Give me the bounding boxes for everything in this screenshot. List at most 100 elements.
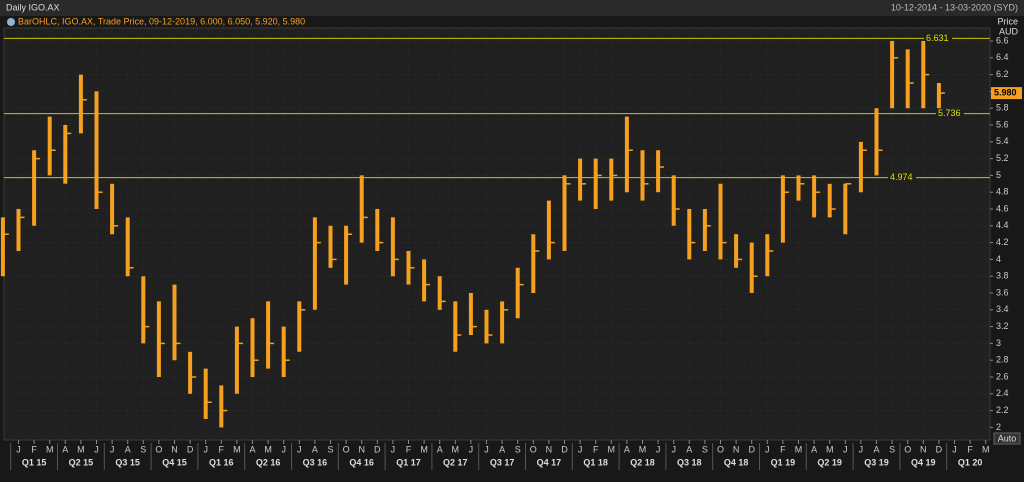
auto-button[interactable] xyxy=(993,432,1021,445)
last-price-tag xyxy=(991,87,1022,100)
x-tick-label: N xyxy=(920,444,927,454)
y-tick-label: 2.6 xyxy=(996,371,1009,381)
x-tick-label: J xyxy=(843,444,848,454)
level-label-bg xyxy=(924,33,952,44)
x-tick-label: J xyxy=(859,444,864,454)
y-tick-label: 4.6 xyxy=(996,203,1009,213)
y-tick-label: 3.8 xyxy=(996,271,1009,281)
x-tick-label: J xyxy=(203,444,208,454)
last-price-label: 5.980 xyxy=(994,87,1017,97)
plot-area xyxy=(3,27,991,441)
x-tick-label: M xyxy=(233,444,241,454)
x-tick-label: J xyxy=(16,444,21,454)
x-tick-label: J xyxy=(391,444,396,454)
x-tick-label: J xyxy=(671,444,676,454)
header-bar xyxy=(0,0,1024,16)
y-axis-unit: AUD xyxy=(999,26,1019,36)
x-tick-label: M xyxy=(795,444,803,454)
quarter-label: Q3 18 xyxy=(677,457,702,467)
level-label: 5.736 xyxy=(938,108,961,118)
y-tick-label: 5.2 xyxy=(996,153,1009,163)
x-tick-label: M xyxy=(46,444,54,454)
x-tick-label: A xyxy=(499,444,505,454)
x-tick-label: J xyxy=(94,444,99,454)
quarter-label: Q2 19 xyxy=(817,457,842,467)
x-tick-label: D xyxy=(748,444,755,454)
legend-icon xyxy=(7,18,15,26)
y-tick-label: 6.6 xyxy=(996,35,1009,45)
quarter-label: Q3 16 xyxy=(303,457,328,467)
y-tick-label: 5.4 xyxy=(996,136,1009,146)
x-tick-label: O xyxy=(717,444,724,454)
y-tick-label: 4.4 xyxy=(996,220,1009,230)
x-tick-label: A xyxy=(873,444,879,454)
x-tick-label: A xyxy=(811,444,817,454)
x-tick-label: S xyxy=(140,444,146,454)
x-tick-label: F xyxy=(593,444,599,454)
quarter-label: Q1 20 xyxy=(958,457,983,467)
x-tick-label: J xyxy=(469,444,474,454)
quarter-label: Q3 17 xyxy=(490,457,515,467)
x-tick-label: N xyxy=(358,444,365,454)
x-tick-label: O xyxy=(530,444,537,454)
quarter-label: Q1 17 xyxy=(396,457,421,467)
x-tick-label: M xyxy=(982,444,990,454)
y-tick-label: 4.8 xyxy=(996,187,1009,197)
x-tick-label: N xyxy=(733,444,740,454)
x-tick-label: J xyxy=(297,444,302,454)
quarter-label: Q4 17 xyxy=(537,457,562,467)
quarter-label: Q1 19 xyxy=(771,457,796,467)
x-tick-label: M xyxy=(420,444,428,454)
x-tick-label: F xyxy=(967,444,973,454)
y-tick-label: 2.2 xyxy=(996,405,1009,415)
x-tick-label: A xyxy=(437,444,443,454)
x-tick-label: O xyxy=(155,444,162,454)
x-tick-label: F xyxy=(406,444,412,454)
x-tick-label: O xyxy=(343,444,350,454)
x-tick-label: S xyxy=(702,444,708,454)
quarter-label: Q2 17 xyxy=(443,457,468,467)
legend-text: BarOHLC, IGO.AX, Trade Price, 09-12-2019… xyxy=(18,16,305,26)
x-tick-label: M xyxy=(264,444,272,454)
x-tick-label: J xyxy=(656,444,661,454)
x-tick-label: A xyxy=(62,444,68,454)
x-tick-label: M xyxy=(608,444,616,454)
x-tick-label: S xyxy=(889,444,895,454)
x-tick-label: M xyxy=(826,444,834,454)
quarter-label: Q1 15 xyxy=(22,457,47,467)
quarter-label: Q3 19 xyxy=(864,457,889,467)
y-tick-label: 5.8 xyxy=(996,103,1009,113)
y-axis-title: Price xyxy=(997,16,1018,26)
x-tick-label: A xyxy=(686,444,692,454)
chart-title: Daily IGO.AX xyxy=(6,2,60,12)
quarter-label: Q4 19 xyxy=(911,457,936,467)
x-tick-label: F xyxy=(219,444,225,454)
level-label-bg xyxy=(936,108,964,119)
level-label: 6.631 xyxy=(926,33,949,43)
x-tick-label: S xyxy=(515,444,521,454)
y-tick-label: 5 xyxy=(996,170,1001,180)
y-tick-label: 3.6 xyxy=(996,287,1009,297)
x-tick-label: D xyxy=(561,444,568,454)
x-tick-label: J xyxy=(484,444,489,454)
level-label-bg xyxy=(888,172,916,183)
x-tick-label: J xyxy=(281,444,286,454)
x-tick-label: A xyxy=(312,444,318,454)
x-tick-label: J xyxy=(110,444,115,454)
quarter-label: Q2 15 xyxy=(69,457,94,467)
quarter-label: Q1 16 xyxy=(209,457,234,467)
quarter-label: Q4 15 xyxy=(162,457,187,467)
auto-button-label[interactable]: Auto xyxy=(998,433,1017,443)
y-tick-label: 4 xyxy=(996,254,1001,264)
level-label: 4.974 xyxy=(890,172,913,182)
x-tick-label: M xyxy=(77,444,85,454)
quarter-label: Q4 18 xyxy=(724,457,749,467)
y-tick-label: 3 xyxy=(996,338,1001,348)
y-tick-label: 2.4 xyxy=(996,388,1009,398)
x-tick-label: N xyxy=(546,444,553,454)
x-tick-label: F xyxy=(780,444,786,454)
x-tick-label: S xyxy=(327,444,333,454)
quarter-label: Q2 16 xyxy=(256,457,281,467)
